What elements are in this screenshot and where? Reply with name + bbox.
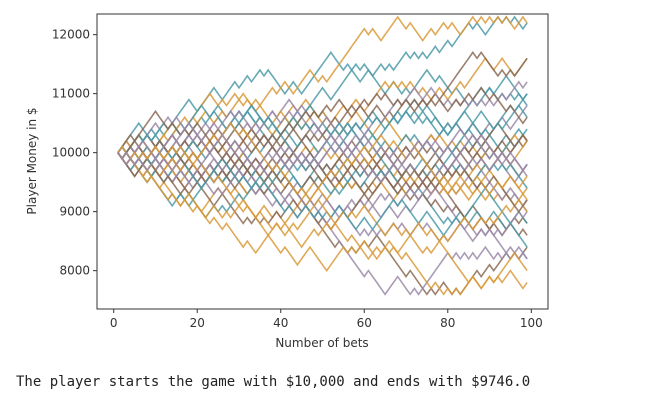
x-axis-label: Number of bets (275, 336, 368, 350)
player-money-line (117, 152, 528, 296)
x-tick-label: 60 (357, 316, 372, 330)
x-tick-label: 40 (273, 316, 288, 330)
y-axis: 8000 9000 10000 11000 12000 (52, 28, 97, 278)
y-axis-label: Player Money in $ (25, 107, 39, 214)
line-chart: 0 20 40 60 80 100 8000 9000 10000 11000 12000 Num… (25, 13, 549, 350)
player-money-line (117, 133, 528, 184)
y-tick-label: 12000 (52, 28, 90, 42)
player-money-line (117, 139, 528, 213)
y-tick-label: 9000 (59, 205, 90, 219)
x-tick-label: 100 (520, 316, 543, 330)
series-lines (117, 15, 528, 296)
y-tick-label: 11000 (52, 87, 90, 101)
plot-frame (96, 13, 549, 310)
x-tick-label: 0 (110, 316, 118, 330)
player-money-line (117, 121, 528, 184)
player-money-line (117, 145, 528, 248)
output-text: The player starts the game with $10,000 … (16, 374, 531, 390)
chart-area: 0 20 40 60 80 100 8000 9000 10000 11000 12000 Num… (25, 13, 549, 350)
x-tick-label: 80 (440, 316, 455, 330)
player-money-line (117, 80, 528, 166)
x-axis: 0 20 40 60 80 100 (110, 309, 543, 330)
player-money-line (117, 152, 528, 225)
player-money-line (117, 86, 528, 160)
player-money-line (117, 152, 528, 296)
player-money-line (117, 15, 528, 160)
y-tick-label: 10000 (52, 146, 90, 160)
x-tick-label: 20 (190, 316, 205, 330)
player-money-line (117, 121, 528, 202)
player-money-line (117, 51, 528, 154)
player-money-line (117, 74, 528, 184)
y-tick-label: 8000 (59, 264, 90, 278)
player-money-line (117, 145, 528, 261)
